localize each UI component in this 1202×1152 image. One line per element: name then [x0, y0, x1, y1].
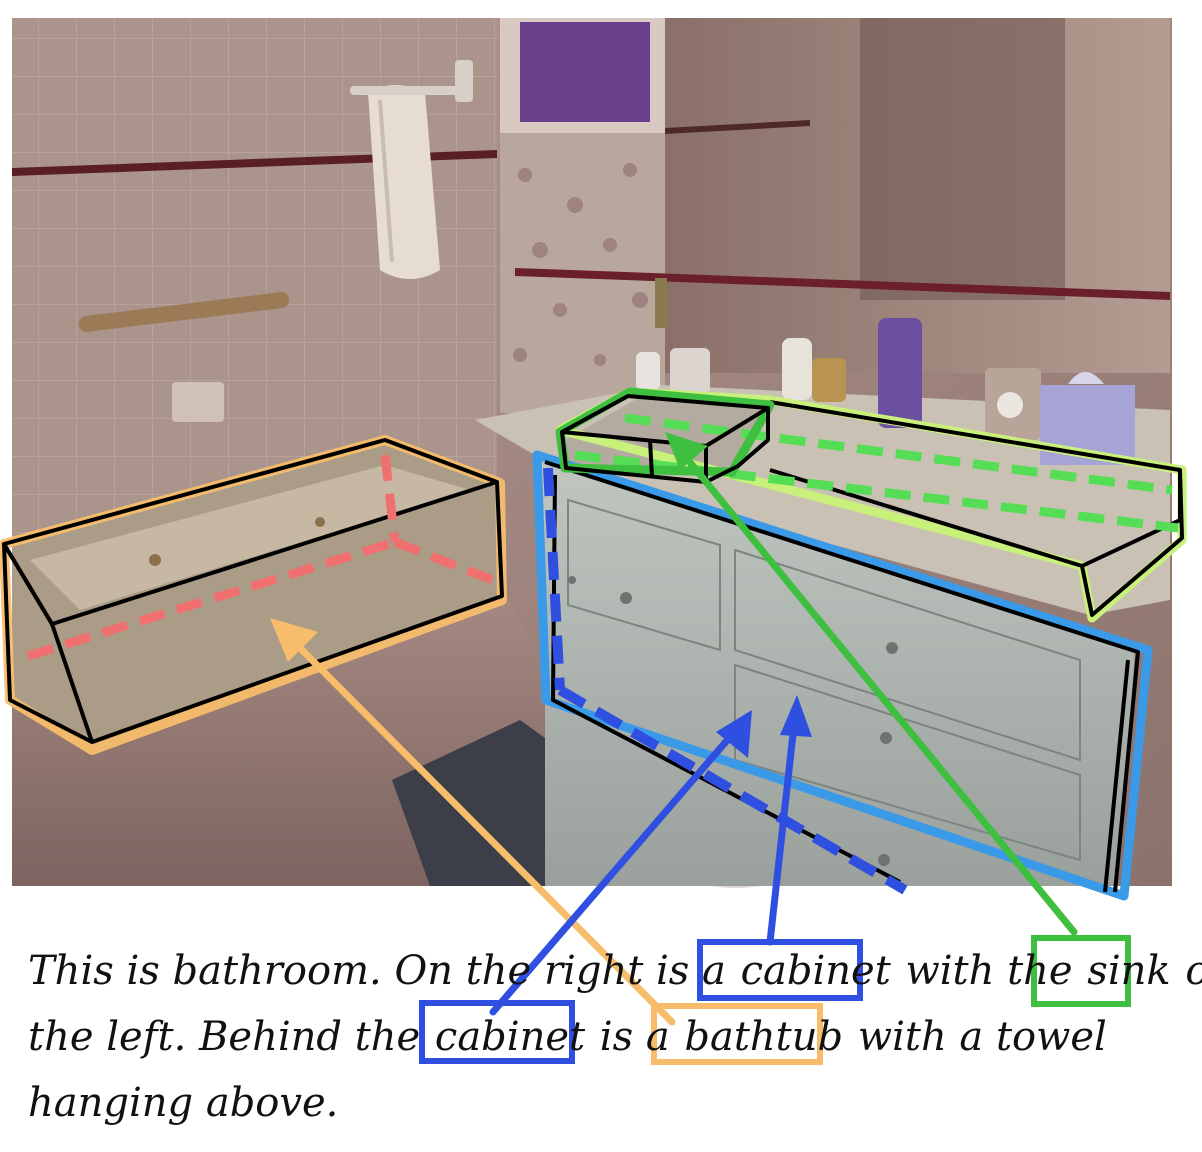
caption-line-2: the left. Behind the cabinet is a bathtu…	[28, 1004, 1188, 1070]
caption-text: on	[1173, 948, 1202, 994]
caption-text: with the	[892, 948, 1086, 994]
keyword-box-cabinet-1	[697, 939, 863, 1001]
bathtub-arrow	[270, 618, 676, 1026]
cabinet-arrow-right	[766, 695, 812, 946]
sink-bounding-box	[555, 387, 775, 484]
sink-arrow	[665, 432, 1078, 936]
caption-keyword-cabinet: cabinet	[740, 948, 891, 994]
caption-line-3: hanging above.	[28, 1070, 1188, 1136]
keyword-box-bathtub	[651, 1003, 823, 1065]
keyword-box-sink	[1031, 935, 1131, 1007]
caption-text: This is bathroom. On the right is a	[28, 948, 739, 994]
caption-keyword-sink: sink	[1087, 948, 1171, 994]
caption-text: with a towel	[845, 1014, 1107, 1060]
caption-text: hanging above.	[28, 1080, 339, 1126]
caption-text: is a	[587, 1014, 683, 1060]
cabinet-arrow-left	[489, 710, 752, 1016]
scene-caption: This is bathroom. On the right is a cabi…	[28, 938, 1202, 1136]
caption-keyword-bathtub: bathtub	[684, 1014, 844, 1060]
bathroom-photo	[12, 18, 1172, 888]
caption-line-1: This is bathroom. On the right is a cabi…	[28, 938, 1202, 1004]
keyword-box-cabinet-2	[419, 1000, 575, 1064]
caption-keyword-cabinet: cabinet	[434, 1014, 586, 1060]
caption-text: the left. Behind the	[28, 1014, 433, 1060]
bathtub-bounding-box	[0, 435, 507, 755]
